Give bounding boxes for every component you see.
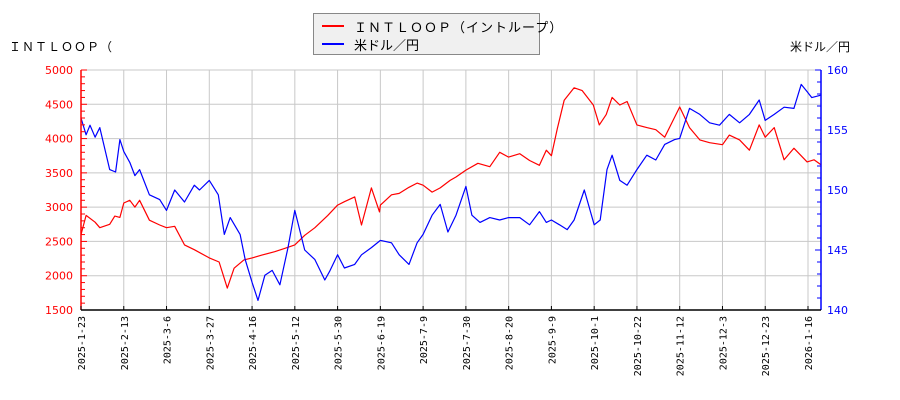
left-axis-title: ＩＮＴＬＯＯＰ（ <box>9 40 114 54</box>
series-intloop-line <box>80 87 822 289</box>
x-tick-label: 2025-1-23 <box>77 316 88 370</box>
x-axis: 2025-1-23 2025-2-13 2025-3-6 2025-3-27 2025-… <box>77 306 821 376</box>
left-y-axis: 1500 2000 2500 3000 3500 4000 4500 5000 <box>45 64 87 317</box>
x-tick-label: 2025-7-9 <box>419 316 430 364</box>
x-tick-label: 2025-2-13 <box>120 316 131 370</box>
x-tick-label: 2025-8-20 <box>505 316 516 370</box>
x-tick-label: 2025-5-30 <box>334 316 345 370</box>
legend-item-usdjpy: 米ドル／円 <box>322 35 420 54</box>
x-tick-label: 2025-5-12 <box>291 316 302 370</box>
x-tick-label: 2025-10-1 <box>590 316 601 370</box>
left-tick-label: 3500 <box>45 167 73 180</box>
series-usdjpy-line <box>80 83 821 301</box>
legend-item-intloop: ＩＮＴＬＯＯＰ（イントループ） <box>322 17 564 36</box>
right-axis-title: 米ドル／円 <box>790 40 851 54</box>
right-tick-label: 160 <box>827 64 848 77</box>
right-y-axis: 140 145 150 155 160 <box>815 64 848 317</box>
legend-label-intloop: ＩＮＴＬＯＯＰ（イントループ） <box>354 20 564 36</box>
right-tick-label: 140 <box>827 304 848 317</box>
x-tick-label: 2025-12-3 <box>718 316 729 370</box>
x-tick-label: 2025-3-27 <box>205 316 216 370</box>
legend-label-usdjpy: 米ドル／円 <box>354 38 420 54</box>
grid-lines <box>81 69 821 310</box>
x-tick-label: 2025-4-16 <box>248 316 259 370</box>
x-tick-label: 2025-3-6 <box>163 316 174 364</box>
x-tick-label: 2025-7-30 <box>462 316 473 370</box>
left-tick-label: 5000 <box>45 64 73 77</box>
x-tick-label: 2025-12-23 <box>761 316 772 376</box>
series-layer <box>80 83 822 301</box>
left-tick-label: 4500 <box>45 98 73 111</box>
right-tick-label: 150 <box>827 184 848 197</box>
x-tick-label: 2025-11-12 <box>676 316 687 376</box>
x-tick-label: 2025-6-19 <box>376 316 387 370</box>
left-tick-label: 2000 <box>45 270 73 283</box>
x-tick-label: 2026-1-16 <box>804 316 815 370</box>
x-tick-label: 2025-9-9 <box>547 316 558 364</box>
left-tick-label: 1500 <box>45 304 73 317</box>
left-tick-label: 4000 <box>45 133 73 146</box>
left-tick-label: 3000 <box>45 201 73 214</box>
right-tick-label: 145 <box>827 244 848 257</box>
legend-swatch-red <box>322 25 344 27</box>
legend-swatch-blue <box>322 43 344 45</box>
legend: ＩＮＴＬＯＯＰ（イントループ） 米ドル／円 <box>313 13 562 55</box>
right-tick-label: 155 <box>827 124 848 137</box>
left-tick-label: 2500 <box>45 235 73 248</box>
x-tick-label: 2025-10-22 <box>633 316 644 376</box>
